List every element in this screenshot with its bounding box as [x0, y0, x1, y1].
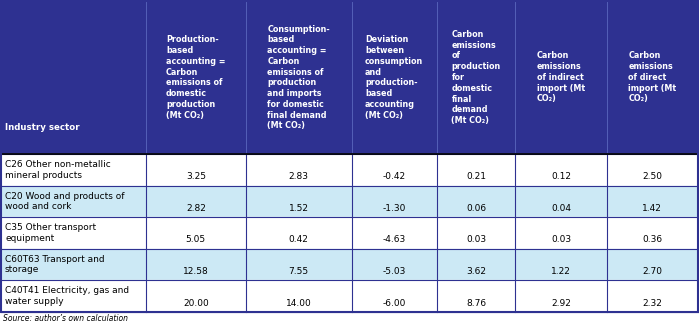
Text: Industry sector: Industry sector [5, 123, 80, 132]
Text: 7.55: 7.55 [289, 267, 309, 276]
Bar [1, 186, 698, 217]
Text: 0.03: 0.03 [551, 235, 571, 244]
Text: 0.12: 0.12 [551, 172, 571, 181]
Text: 0.21: 0.21 [466, 172, 486, 181]
Text: 2.92: 2.92 [551, 299, 571, 308]
Text: -6.00: -6.00 [382, 299, 406, 308]
Text: 0.06: 0.06 [466, 204, 486, 213]
Text: Production-
based
accounting =
Carbon
emissions of
domestic
production
(Mt CO₂): Production- based accounting = Carbon em… [166, 36, 226, 120]
Text: 0.04: 0.04 [551, 204, 571, 213]
Text: C26 Other non-metallic
mineral products: C26 Other non-metallic mineral products [5, 160, 110, 180]
Text: 20.00: 20.00 [183, 299, 209, 308]
Text: 1.42: 1.42 [642, 204, 662, 213]
Text: -5.03: -5.03 [382, 267, 406, 276]
Text: 0.03: 0.03 [466, 235, 486, 244]
Text: -4.63: -4.63 [382, 235, 405, 244]
Text: Source: author’s own calculation: Source: author’s own calculation [3, 314, 128, 323]
Text: 3.62: 3.62 [466, 267, 486, 276]
Text: 2.70: 2.70 [642, 267, 663, 276]
Text: -1.30: -1.30 [382, 204, 406, 213]
Bar [1, 1, 698, 154]
Text: 2.50: 2.50 [642, 172, 663, 181]
Text: C40T41 Electricity, gas and
water supply: C40T41 Electricity, gas and water supply [5, 286, 129, 306]
Text: C60T63 Transport and
storage: C60T63 Transport and storage [5, 255, 105, 275]
Text: 1.22: 1.22 [551, 267, 571, 276]
Text: 2.82: 2.82 [186, 204, 206, 213]
Bar [1, 217, 698, 249]
Text: 0.36: 0.36 [642, 235, 663, 244]
Text: 3.25: 3.25 [186, 172, 206, 181]
Text: 1.52: 1.52 [289, 204, 309, 213]
Text: 5.05: 5.05 [186, 235, 206, 244]
Text: 12.58: 12.58 [183, 267, 209, 276]
Text: Carbon
emissions
of indirect
import (Mt
CO₂): Carbon emissions of indirect import (Mt … [537, 51, 585, 104]
Text: Deviation
between
consumption
and
production-
based
accounting
(Mt CO₂): Deviation between consumption and produc… [365, 36, 423, 120]
Text: C35 Other transport
equipment: C35 Other transport equipment [5, 223, 96, 243]
Bar [1, 249, 698, 281]
Text: Consumption-
based
accounting =
Carbon
emissions of
production
and imports
for d: Consumption- based accounting = Carbon e… [267, 25, 330, 130]
Text: 8.76: 8.76 [466, 299, 486, 308]
Text: -0.42: -0.42 [382, 172, 405, 181]
Bar [1, 154, 698, 186]
Text: 2.83: 2.83 [289, 172, 309, 181]
Text: 0.42: 0.42 [289, 235, 308, 244]
Text: C20 Wood and products of
wood and cork: C20 Wood and products of wood and cork [5, 192, 124, 211]
Text: 2.32: 2.32 [642, 299, 662, 308]
Text: Carbon
emissions
of
production
for
domestic
final
demand
(Mt CO₂): Carbon emissions of production for domes… [452, 30, 500, 125]
Text: Carbon
emissions
of direct
import (Mt
CO₂): Carbon emissions of direct import (Mt CO… [628, 51, 677, 104]
Bar [1, 281, 698, 312]
Text: 14.00: 14.00 [286, 299, 312, 308]
